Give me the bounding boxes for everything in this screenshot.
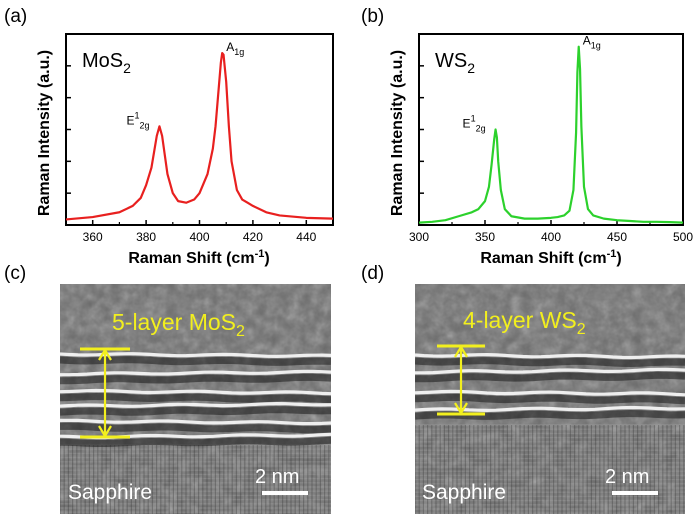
layer-label: 4-layer WS2 xyxy=(463,307,586,338)
scale-bar xyxy=(612,491,658,495)
scale-bar xyxy=(262,491,308,495)
panel-letter-d: (d) xyxy=(361,263,385,284)
material-label-mos2: MoS2 xyxy=(82,50,131,76)
x-tick-label: 420 xyxy=(243,230,263,244)
panel-letter-b: (b) xyxy=(361,6,385,27)
peak-label: E12g xyxy=(126,110,149,130)
layer-label: 5-layer MoS2 xyxy=(112,309,245,340)
x-tick-label: 380 xyxy=(136,230,156,244)
peak-label: A1g xyxy=(583,34,601,51)
tem-image-ws2: 4-layer WS2 Sapphire 2 nm xyxy=(415,284,685,514)
x-tick-label: 450 xyxy=(607,230,627,244)
ws2-raman-line xyxy=(419,45,683,224)
x-tick-label: 350 xyxy=(475,230,495,244)
thickness-marker xyxy=(80,347,130,439)
x-tick-label: 500 xyxy=(673,230,693,244)
substrate-label: Sapphire xyxy=(68,481,152,504)
x-axis-title: Raman Shift (cm-1) xyxy=(480,248,621,267)
material-label-ws2: WS2 xyxy=(435,50,475,76)
scale-bar-label: 2 nm xyxy=(605,466,649,488)
y-axis-title: Raman Intensity (a.u.) xyxy=(389,50,406,216)
peak-label: E12g xyxy=(463,114,486,134)
x-tick-label: 300 xyxy=(409,230,429,244)
peak-label: A1g xyxy=(226,40,244,57)
x-axis-title: Raman Shift (cm-1) xyxy=(128,248,269,267)
x-tick-label: 440 xyxy=(296,230,316,244)
x-tick-label: 360 xyxy=(83,230,103,244)
panel-letter-a: (a) xyxy=(4,6,28,27)
raman-chart-mos2: 360 380 400 420 440 MoS2 E12g A1g Raman Shift… xyxy=(36,33,334,267)
x-tick-label: 400 xyxy=(189,230,209,244)
mos2-raman-line xyxy=(66,52,333,221)
tem-image-mos2: 5-layer MoS2 Sapphire 2 nm xyxy=(60,284,331,514)
y-axis-title: Raman Intensity (a.u.) xyxy=(36,50,53,216)
substrate-label: Sapphire xyxy=(422,481,506,504)
panel-letter-c: (c) xyxy=(4,263,27,284)
thickness-marker xyxy=(437,344,485,416)
raman-chart-ws2: 300 350 400 450 500 WS2 E12g A1g Raman Shift … xyxy=(389,33,693,267)
x-tick-label: 400 xyxy=(541,230,561,244)
scale-bar-label: 2 nm xyxy=(255,466,299,488)
